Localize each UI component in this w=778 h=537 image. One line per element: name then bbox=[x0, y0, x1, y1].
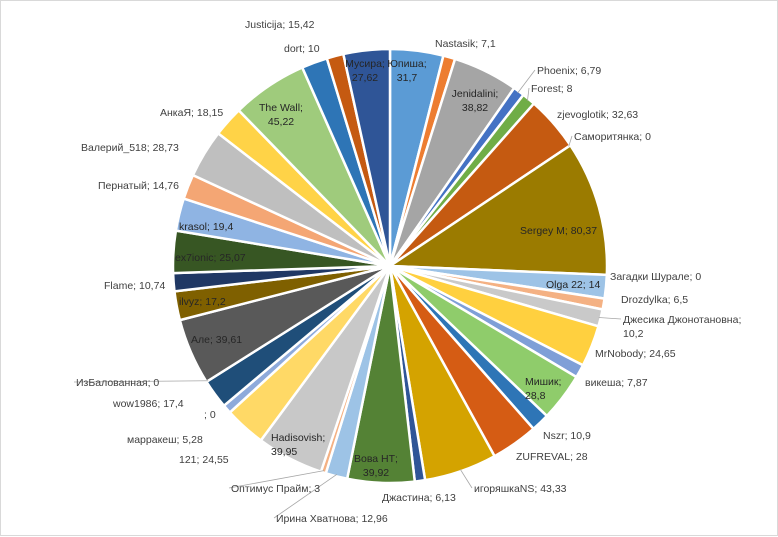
data-label-forest: Forest; 8 bbox=[531, 83, 573, 95]
data-label-nszr: Nszr; 10,9 bbox=[543, 430, 591, 442]
data-label-джастина: Джастина; 6,13 bbox=[382, 492, 456, 504]
data-label-ilvyz: ilvyz; 17,2 bbox=[179, 296, 226, 308]
data-label-мишик: Мишик; 28,8 bbox=[525, 376, 561, 402]
data-label-the-wall: The Wall; 45,22 bbox=[259, 102, 303, 128]
leader-line-игоряшкаns bbox=[459, 469, 473, 489]
data-label-джесика-джонотановна: Джесика Джонотановна; 10,2 bbox=[623, 314, 741, 340]
data-label-phoenix: Phoenix; 6,79 bbox=[537, 65, 601, 77]
data-label-sergey-m: Sergey M; 80,37 bbox=[520, 225, 597, 237]
data-label-избалованная: ИзБалованная; 0 bbox=[76, 377, 159, 389]
leader-line-саморитянка bbox=[568, 135, 573, 147]
data-label-саморитянка: Саморитянка; 0 bbox=[574, 131, 651, 143]
leader-line-оптимус-прайм bbox=[228, 470, 325, 489]
data-label-оптимус-прайм: Оптимус Прайм; 3 bbox=[231, 483, 320, 495]
data-label-але: Але; 39,61 bbox=[191, 334, 242, 346]
data-label-юпиша: Юпиша; 31,7 bbox=[387, 58, 426, 84]
data-label-вова-нт: Вова НТ; 39,92 bbox=[354, 453, 398, 479]
data-label-jenidalini: Jenidalini; 38,82 bbox=[452, 88, 499, 114]
data-label-wow1986: wow1986; 17,4 bbox=[112, 398, 184, 410]
data-label-krasol: krasol; 19,4 bbox=[179, 221, 233, 233]
data-label-justicija: Justicija; 15,42 bbox=[245, 19, 315, 31]
data-label-валерий-518: Валерий_518; 28,73 bbox=[81, 142, 179, 154]
leader-line-forest bbox=[527, 87, 530, 101]
leader-line-избалованная bbox=[73, 380, 209, 383]
data-label-zufreval: ZUFREVAL; 28 bbox=[516, 451, 588, 463]
leader-line-джесика-джонотановна bbox=[598, 317, 622, 320]
data-label-ирина-хватнова: Ирина Хватнова; 12,96 bbox=[276, 513, 388, 525]
data-label-игоряшкаns: игоряшкаNS; 43,33 bbox=[474, 483, 567, 495]
data-label-пернатый: Пернатый; 14,76 bbox=[98, 180, 179, 192]
data-label-анкая: АнкаЯ; 18,15 bbox=[160, 107, 223, 119]
data-label-hadisovish: Hadisovish; 39,95 bbox=[271, 432, 325, 458]
data-label-загадки-шурале: Загадки Шурале; 0 bbox=[610, 271, 701, 283]
data-label-ex7ionic: ex7ionic; 25,07 bbox=[175, 252, 246, 264]
data-label-olga-22: Olga 22; 14 bbox=[546, 279, 600, 291]
data-label-zjevoglotik: zjevoglotik; 32,63 bbox=[557, 109, 638, 121]
pie-slice-sergey-m bbox=[386, 143, 609, 277]
data-label-blank: ; 0 bbox=[204, 409, 216, 421]
data-label-drozdylka: Drozdylka; 6,5 bbox=[621, 294, 688, 306]
data-label-марракеш: марракеш; 5,28 bbox=[127, 434, 203, 446]
leader-line-ирина-хватнова bbox=[273, 474, 338, 519]
data-label-nastasik: Nastasik; 7,1 bbox=[435, 38, 496, 50]
data-label-flame: Flame; 10,74 bbox=[104, 280, 165, 292]
data-label-121: 121; 24,55 bbox=[179, 454, 229, 466]
leader-line-phoenix bbox=[517, 69, 536, 94]
data-label-mrnobody: MrNobody; 24,65 bbox=[595, 348, 676, 360]
data-label-викеша: викеша; 7,87 bbox=[585, 377, 648, 389]
data-label-dort: dort; 10 bbox=[284, 43, 320, 55]
data-label-мусира: Мусира; 27,62 bbox=[345, 58, 385, 84]
pie-slice-мусира bbox=[341, 47, 392, 267]
